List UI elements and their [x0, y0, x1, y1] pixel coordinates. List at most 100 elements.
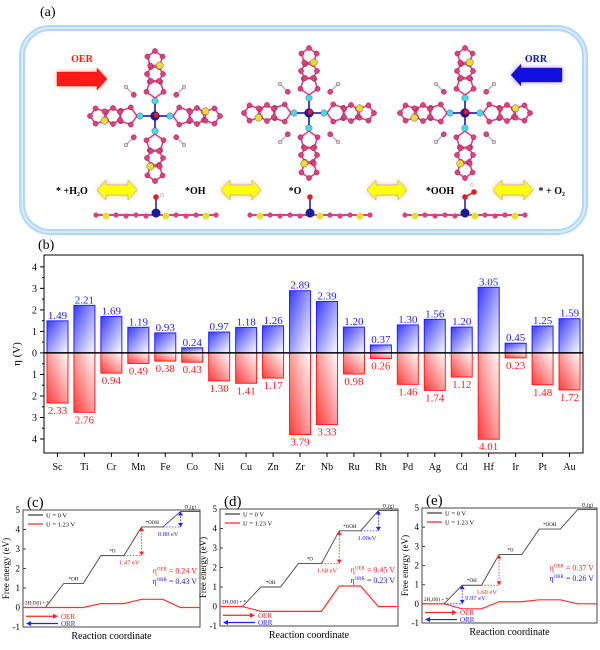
x-tick-label: Cr — [106, 462, 117, 473]
eta_oer-label: ηOER = 0.37 V — [550, 563, 595, 572]
bar-value-label-upper: 1.25 — [533, 315, 553, 327]
carbon-atom — [147, 62, 154, 69]
oer-direction-arrowhead — [53, 613, 58, 619]
nitrogen-atom — [305, 94, 313, 102]
side-view-o — [247, 194, 373, 220]
carbon-atom — [313, 169, 320, 176]
carbon-atom — [297, 85, 304, 92]
carbon-atom — [87, 113, 93, 119]
orr_step-energy-label: 0.80 eV — [158, 531, 179, 538]
nitrogen-atom — [305, 124, 313, 132]
bar-lower — [477, 352, 500, 440]
carbon-atom — [264, 102, 270, 108]
eta-value: = 0.45 V — [365, 565, 395, 574]
carbon-atom — [144, 71, 150, 77]
sulfur-atom — [201, 107, 210, 116]
x-tick-label: Ir — [512, 462, 519, 473]
carbon-atom — [271, 106, 277, 112]
bar-upper — [100, 316, 123, 354]
sulfur-atom — [511, 212, 519, 220]
nitrogen-atom — [446, 109, 454, 117]
panel-e-free-energy-chart: (e) -1 0 1 2 3 4 5 Free energy (eV) Reaction coor… — [400, 493, 598, 638]
series-line-u-0v — [220, 510, 398, 607]
carbon-atom — [173, 91, 180, 98]
y-tick-label: 4 — [32, 262, 37, 273]
oxygen-atom — [471, 189, 477, 195]
bar-value-label-lower: 1.30 — [210, 383, 230, 395]
bar-value-label-lower: 0.49 — [129, 365, 149, 377]
state-label: *OH — [467, 579, 477, 584]
carbon-atom — [454, 68, 460, 74]
y-tick-label: 3 — [16, 544, 21, 554]
equilibrium-arrow-icon — [96, 179, 138, 201]
carbon-atom — [367, 212, 373, 218]
bar-upper — [477, 286, 500, 354]
y-tick-label: 1 — [32, 327, 37, 338]
equilibrium-arrow-icon — [366, 179, 408, 201]
bar-value-label-lower: 3.33 — [317, 427, 337, 439]
carbon-atom — [144, 172, 151, 179]
oxygen-atom — [463, 109, 469, 115]
state-label: O₂(g) — [582, 504, 594, 509]
oer-direction-arrowhead — [452, 609, 457, 615]
state-label: * +H₂O — [56, 186, 88, 197]
carbon-atom — [298, 50, 305, 57]
carbon-atom — [327, 212, 333, 218]
carbon-atom — [301, 59, 308, 66]
carbon-atom — [277, 213, 283, 219]
carbon-atom — [466, 75, 472, 81]
bar-upper — [127, 326, 150, 354]
x-axis-label: Reaction coordinate — [469, 627, 550, 638]
nitrogen-atom — [320, 109, 328, 117]
carbon-atom — [327, 131, 334, 138]
bar-value-label-upper: 1.26 — [263, 315, 283, 327]
bar-upper — [235, 327, 258, 354]
y-axis-label: η (V) — [11, 342, 23, 366]
bar-upper — [289, 290, 312, 354]
y-axis-label: Free energy (eV) — [1, 538, 11, 599]
carbon-atom — [302, 145, 308, 151]
carbon-atom — [159, 172, 166, 179]
series-line-u-1-23v — [220, 585, 398, 612]
carbon-atom — [411, 105, 418, 112]
bar-lower — [315, 352, 338, 426]
carbon-atom — [211, 120, 218, 127]
oxygen-atom — [307, 194, 313, 200]
carbon-atom — [397, 110, 403, 116]
y-tick-label: 3 — [415, 541, 420, 551]
carbon-atom — [469, 50, 476, 57]
y-tick-label: 2 — [32, 391, 37, 402]
x-tick-label: Sc — [52, 462, 63, 473]
bar-lower — [235, 352, 258, 384]
bar-value-label-lower: 0.26 — [371, 361, 391, 373]
carbon-atom — [298, 68, 304, 74]
carbon-atom — [341, 114, 347, 120]
y-tick-label: 0 — [32, 348, 37, 359]
carbon-atom — [470, 85, 477, 92]
bar-value-label-upper: 1.18 — [237, 317, 257, 329]
y-tick-label: 5 — [415, 503, 420, 513]
hydrogen-atom — [434, 139, 439, 144]
y-tick-label: 0 — [415, 599, 420, 609]
bar-value-label-upper: 1.20 — [344, 316, 364, 328]
panel-c-free-energy-chart: (c) -1 0 1 2 3 4 5 Free energy (eV) Reaction coor… — [1, 495, 201, 642]
carbon-atom — [297, 213, 303, 219]
x-tick-label: Mn — [131, 462, 145, 473]
carbon-atom — [143, 213, 149, 219]
state-label: *O — [289, 186, 302, 197]
carbon-atom — [173, 212, 179, 218]
state-label: *OOH — [146, 521, 160, 526]
bar-value-label-upper: 0.24 — [183, 337, 203, 349]
carbon-atom — [521, 102, 528, 109]
sulfur-atom — [102, 212, 110, 220]
bar-lower — [369, 352, 392, 360]
carbon-atom — [365, 117, 372, 124]
carbon-atom — [504, 102, 510, 108]
carbon-atom — [211, 105, 218, 112]
carbon-atom — [160, 71, 166, 77]
state-label: 2H₂O(l) + * — [25, 602, 50, 607]
metal-atom — [151, 208, 161, 218]
eta-superscript: OER — [554, 564, 565, 569]
orr-direction-arrowhead — [223, 619, 228, 625]
atoms — [87, 48, 223, 184]
